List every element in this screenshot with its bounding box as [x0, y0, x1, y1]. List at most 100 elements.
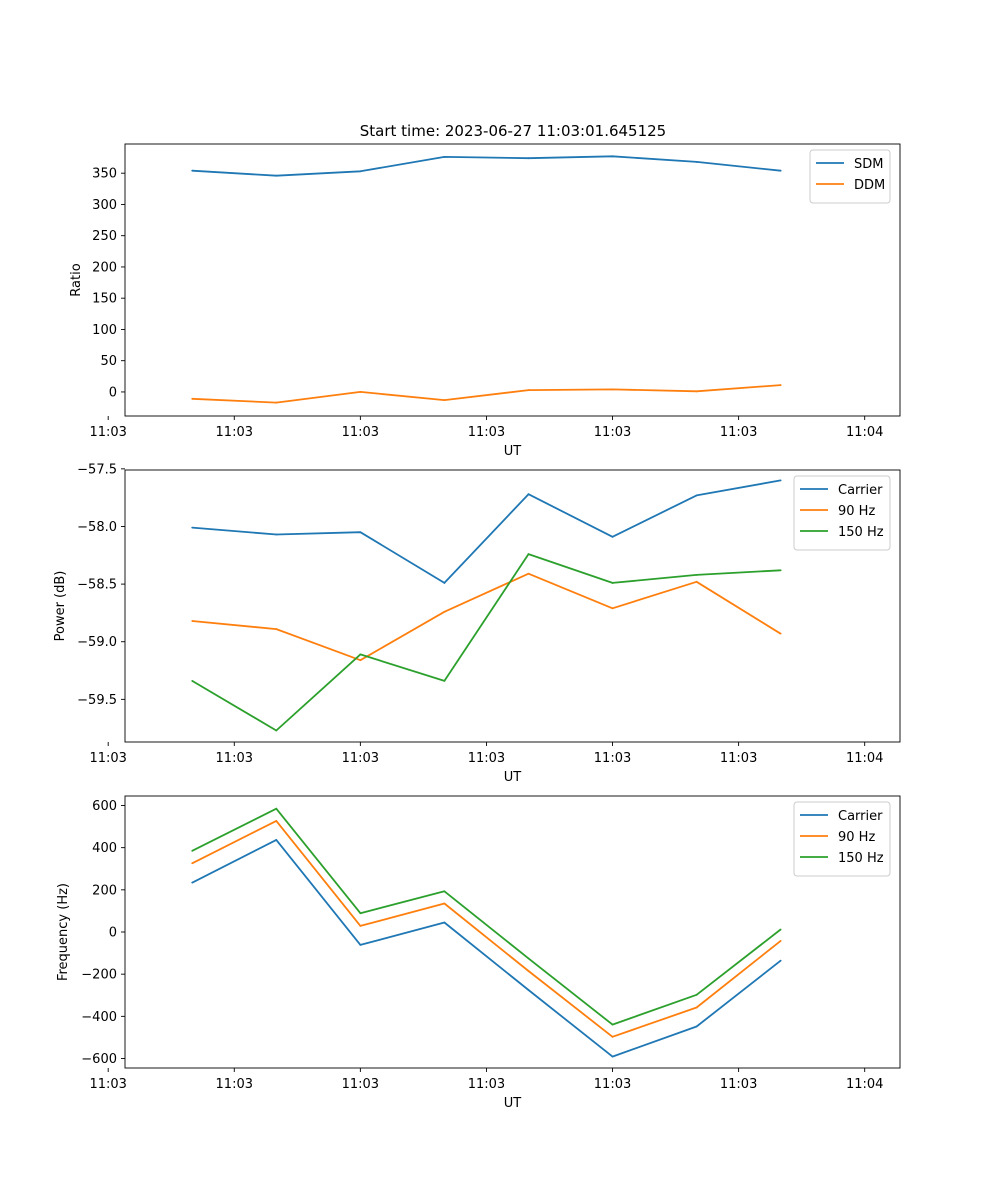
data-point: [359, 531, 362, 534]
data-point: [443, 582, 446, 584]
y-tick-label: 350: [92, 167, 117, 182]
x-tick-label: 11:03: [342, 425, 379, 440]
series-line-1: [191, 839, 782, 1058]
legend-entry: Carrier: [838, 483, 883, 498]
series-line-1: [192, 479, 781, 584]
y-tick-label: 0: [109, 926, 117, 941]
data-point: [359, 912, 362, 915]
y-tick-label: −59.5: [77, 693, 117, 708]
data-point: [191, 862, 194, 865]
y-tick-label: 0: [109, 385, 117, 400]
y-tick-label: −400: [81, 1010, 117, 1025]
legend: Carrier 90 Hz 150 Hz: [793, 801, 891, 877]
x-axis-label: UT: [504, 770, 522, 785]
data-point: [611, 155, 614, 158]
data-point: [695, 993, 698, 996]
data-point: [527, 989, 530, 991]
series-line-3: [191, 553, 781, 732]
data-point: [779, 384, 782, 386]
x-tick-label: 11:03: [216, 1077, 253, 1092]
plot-frame: [124, 469, 901, 743]
data-point: [443, 921, 446, 924]
data-point: [695, 573, 698, 576]
y-tick-label: 100: [92, 323, 117, 338]
data-point: [275, 628, 278, 630]
legend: SDM DDM: [809, 149, 891, 204]
data-point: [275, 807, 278, 810]
data-point: [695, 161, 698, 163]
y-tick-label: 200: [92, 260, 117, 275]
data-point: [611, 582, 614, 584]
data-point: [527, 970, 530, 972]
x-tick-label: 11:03: [216, 751, 253, 766]
data-point: [191, 620, 194, 622]
data-point: [191, 849, 194, 852]
x-tick-label: 11:04: [846, 1077, 883, 1092]
data-point: [275, 533, 278, 536]
x-tick-label: 11:03: [468, 751, 505, 766]
y-tick-label: −200: [81, 968, 117, 983]
data-point: [779, 959, 782, 962]
data-point: [779, 632, 782, 635]
data-point: [443, 156, 446, 158]
y-tick-label: −58.5: [77, 578, 117, 593]
x-tick-label: 11:03: [720, 751, 757, 766]
legend-entry: 90 Hz: [838, 504, 875, 519]
legend-entry: Carrier: [838, 809, 883, 824]
y-tick-label: 200: [92, 883, 117, 898]
data-point: [611, 535, 614, 538]
data-point: [611, 1035, 614, 1038]
legend-entry: DDM: [854, 178, 885, 193]
x-tick-label: 11:03: [89, 425, 126, 440]
x-tick-label: 11:03: [720, 425, 757, 440]
x-tick-label: 11:03: [89, 751, 126, 766]
data-point: [611, 1023, 614, 1026]
x-tick-label: 11:03: [89, 1077, 126, 1092]
plot-frame: [124, 143, 901, 417]
y-tick-label: 50: [100, 354, 117, 369]
data-point: [191, 680, 194, 682]
data-point: [527, 157, 530, 160]
data-point: [275, 401, 278, 404]
x-tick-label: 11:04: [846, 425, 883, 440]
chart-panel-2: 11:03 11:03 11:03 11:03 11:03 11:03 11:04 −59.5…: [53, 462, 901, 785]
x-tick-label: 11:03: [468, 425, 505, 440]
data-point: [443, 902, 446, 905]
legend-entry: SDM: [854, 157, 883, 172]
series-line-1: [192, 155, 781, 177]
data-point: [359, 659, 362, 662]
data-point: [359, 943, 362, 946]
x-tick-label: 11:03: [720, 1077, 757, 1092]
legend-entry: 90 Hz: [838, 830, 875, 845]
y-tick-label: −600: [81, 1052, 117, 1067]
y-tick-label: 250: [92, 229, 117, 244]
x-tick-label: 11:03: [342, 1077, 379, 1092]
data-point: [275, 174, 278, 177]
y-tick-label: 400: [92, 841, 117, 856]
data-point: [695, 1006, 698, 1009]
data-point: [695, 580, 698, 583]
data-point: [611, 1055, 614, 1058]
data-point: [359, 924, 362, 927]
legend-entry: 150 Hz: [838, 851, 884, 866]
y-tick-label: −58.0: [77, 520, 117, 535]
x-axis-label: UT: [504, 444, 522, 459]
data-point: [359, 653, 362, 656]
figure-title: Start time: 2023-06-27 11:03:01.645125: [360, 122, 666, 140]
x-tick-label: 11:03: [468, 1077, 505, 1092]
series-line-3: [191, 807, 782, 1026]
series-line-2: [191, 820, 782, 1038]
data-point: [443, 399, 446, 401]
data-point: [527, 553, 530, 556]
y-axis-label: Power (dB): [53, 571, 68, 642]
data-point: [443, 680, 446, 682]
data-point: [527, 572, 530, 575]
data-point: [359, 391, 362, 393]
chart-panel-3: 11:03 11:03 11:03 11:03 11:03 11:03 11:04 −600 −…: [56, 795, 901, 1111]
data-point: [779, 169, 782, 172]
series-line-2: [192, 384, 781, 404]
data-point: [443, 890, 446, 893]
y-tick-label: 300: [92, 198, 117, 213]
x-tick-label: 11:03: [594, 1077, 631, 1092]
